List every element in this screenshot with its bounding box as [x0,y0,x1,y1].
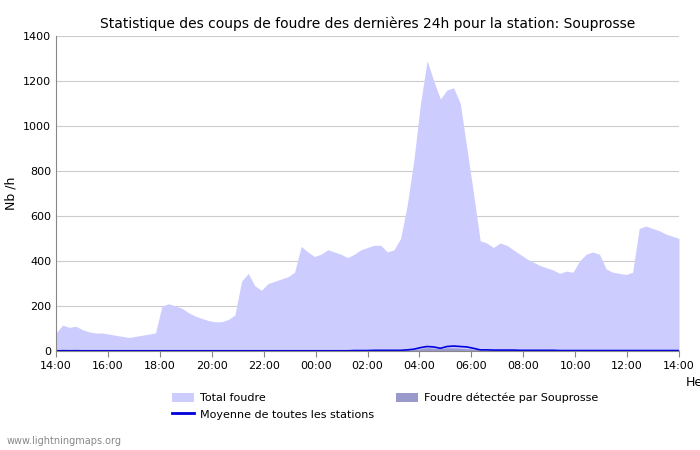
Y-axis label: Nb /h: Nb /h [4,177,18,210]
Title: Statistique des coups de foudre des dernières 24h pour la station: Souprosse: Statistique des coups de foudre des dern… [100,16,635,31]
Text: Heure: Heure [686,376,700,389]
Text: www.lightningmaps.org: www.lightningmaps.org [7,436,122,446]
Legend: Total foudre, Moyenne de toutes les stations, Foudre détectée par Souprosse: Total foudre, Moyenne de toutes les stat… [167,388,603,424]
